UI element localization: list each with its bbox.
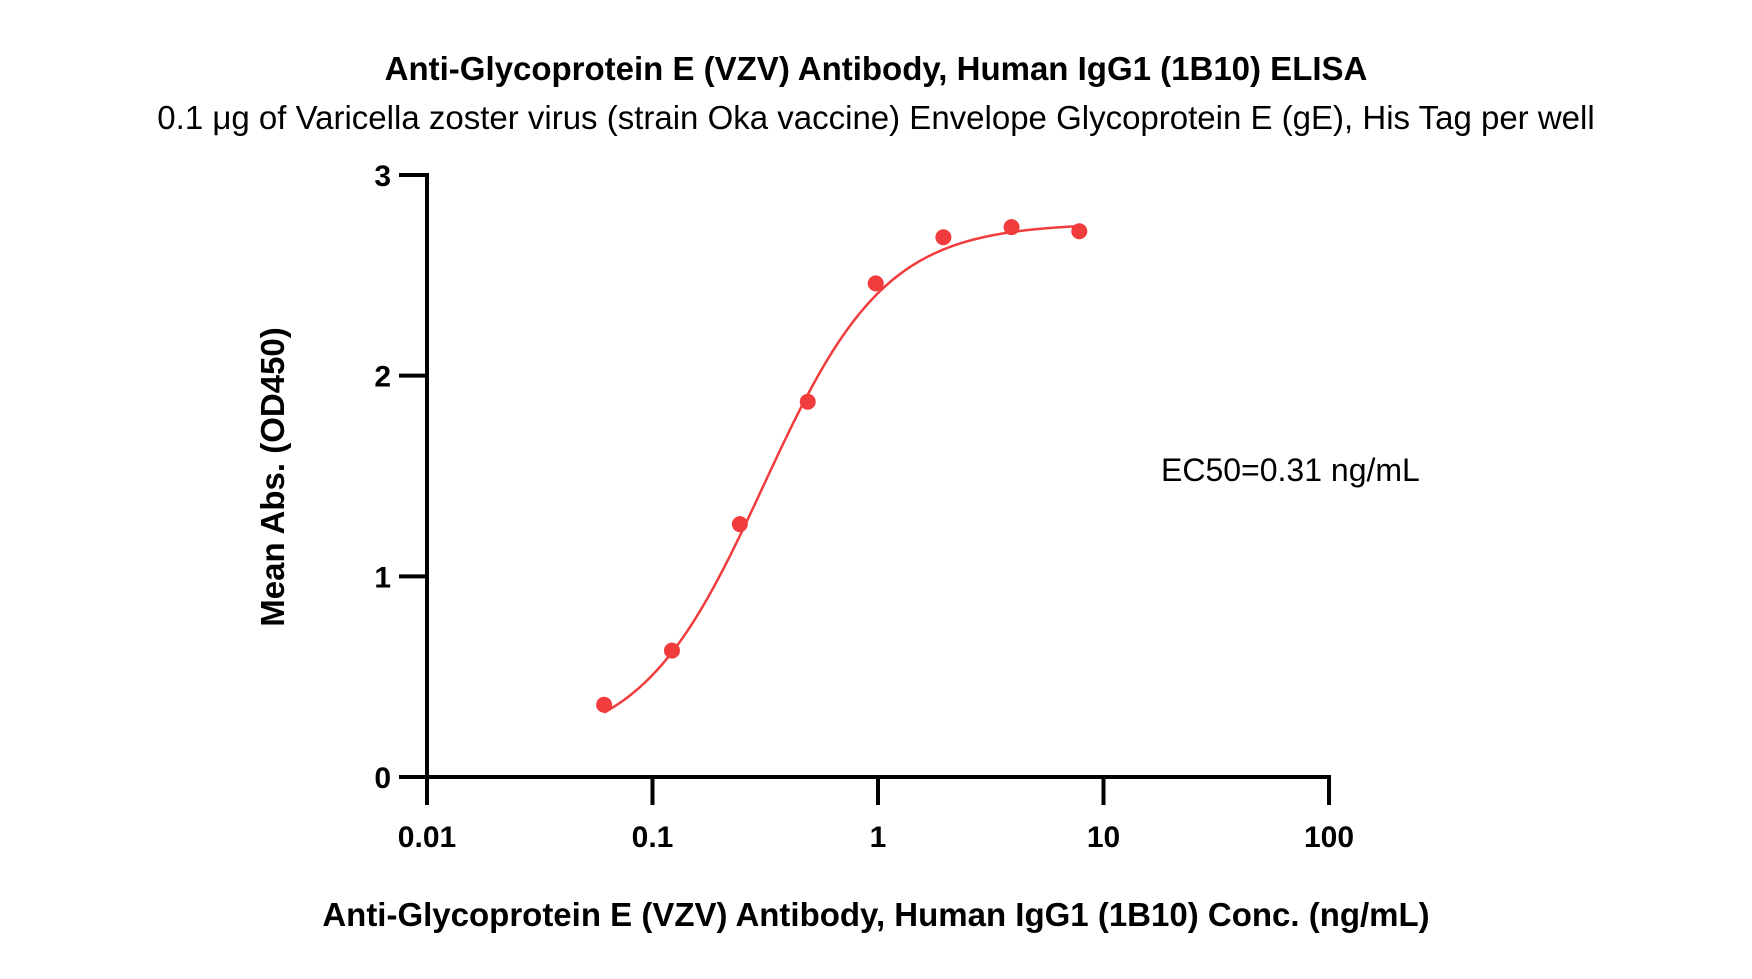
- data-point: [799, 393, 816, 410]
- data-point: [1071, 223, 1088, 240]
- x-axis: 0.01 0.1 1 10 100 Anti-Glycoprotein E (VZV) …: [322, 775, 1430, 933]
- x-axis-title: Anti-Glycoprotein E (VZV) Antibody, Huma…: [322, 896, 1429, 933]
- ec50-annotation: EC50=0.31 ng/mL: [1161, 452, 1420, 488]
- y-tick-group: 0 1 2 3: [374, 160, 427, 795]
- y-tick-label: 0: [374, 762, 391, 795]
- chart-subtitle: 0.1 μg of Varicella zoster virus (strain…: [157, 99, 1594, 136]
- chart-title: Anti-Glycoprotein E (VZV) Antibody, Huma…: [385, 50, 1368, 87]
- data-points: [596, 219, 1088, 713]
- x-tick-group: 0.01 0.1 1 10 100: [398, 777, 1354, 854]
- y-tick-label: 3: [374, 160, 391, 193]
- plot-area: [596, 219, 1088, 714]
- data-point: [867, 275, 884, 292]
- x-tick-label: 0.01: [398, 821, 456, 854]
- y-tick-label: 1: [374, 561, 391, 594]
- data-point: [731, 516, 748, 533]
- x-tick-label: 1: [870, 821, 887, 854]
- x-tick-label: 0.1: [632, 821, 674, 854]
- fit-curve: [603, 224, 1080, 714]
- data-point: [596, 696, 613, 713]
- y-tick-label: 2: [374, 361, 391, 394]
- x-tick-label: 100: [1304, 821, 1354, 854]
- y-axis: 0 1 2 3 Mean Abs. (OD450): [254, 160, 429, 795]
- data-point: [935, 229, 952, 246]
- y-axis-title: Mean Abs. (OD450): [254, 327, 291, 627]
- x-tick-label: 10: [1087, 821, 1120, 854]
- data-point: [663, 642, 680, 659]
- data-point: [1003, 219, 1020, 236]
